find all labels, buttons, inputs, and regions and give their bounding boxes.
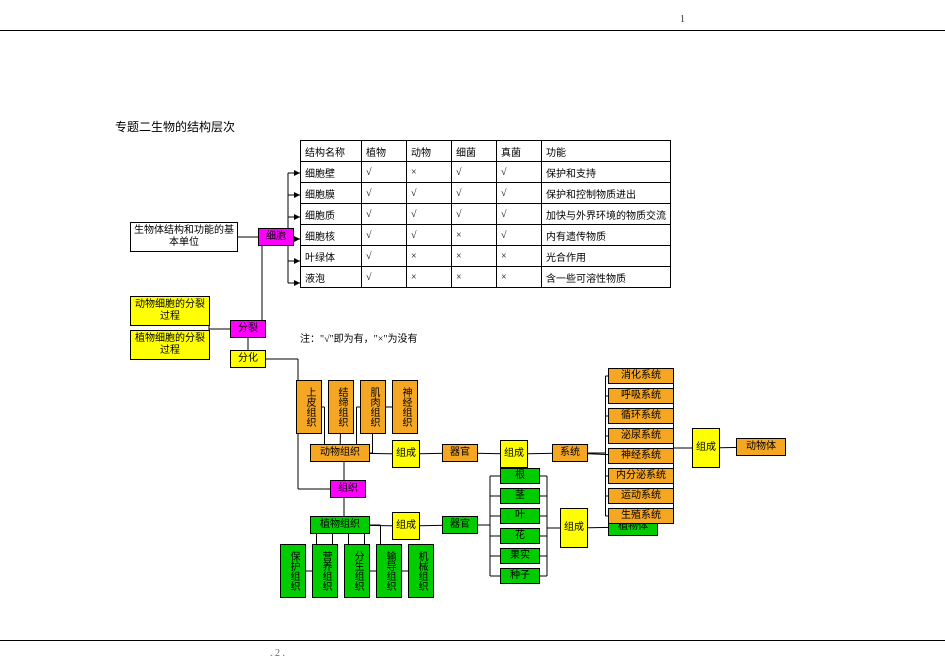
table-note: 注："√"即为有，"×"为没有 (300, 330, 417, 345)
node-at_epi: 上皮组织 (296, 380, 322, 434)
node-seed: 种子 (500, 568, 540, 584)
table-cell: √ (407, 204, 452, 225)
node-stem: 茎 (500, 488, 540, 504)
node-pt_meri: 分生组织 (344, 544, 370, 598)
node-sys_loco: 运动系统 (608, 488, 674, 504)
node-sys_endo: 内分泌系统 (608, 468, 674, 484)
table-cell: √ (407, 183, 452, 204)
page-number: 1 (680, 14, 685, 25)
table-cell: √ (362, 246, 407, 267)
table-cell: √ (497, 162, 542, 183)
node-tissue: 组织 (330, 480, 366, 498)
table-cell: 细胞核 (301, 225, 362, 246)
table-header-cell: 植物 (362, 141, 407, 162)
node-pt_nutr: 营养组织 (312, 544, 338, 598)
node-leaf: 叶 (500, 508, 540, 524)
table-cell: √ (452, 204, 497, 225)
rule-top (0, 30, 945, 31)
table-cell: × (497, 246, 542, 267)
table-cell: 保护和控制物质进出 (542, 183, 671, 204)
node-comp_anim: 组成 (692, 428, 720, 468)
table-cell: × (497, 267, 542, 288)
table-cell: 内有遗传物质 (542, 225, 671, 246)
node-animal_body: 动物体 (736, 438, 786, 456)
table-cell: √ (362, 267, 407, 288)
node-pt_mech: 机械组织 (408, 544, 434, 598)
table-header-cell: 细菌 (452, 141, 497, 162)
table-header-cell: 动物 (407, 141, 452, 162)
table-cell: 光合作用 (542, 246, 671, 267)
table-cell: × (452, 267, 497, 288)
node-plant_proc: 植物细胞的分裂过程 (130, 330, 210, 360)
table-cell: 细胞膜 (301, 183, 362, 204)
table-cell: 含一些可溶性物质 (542, 267, 671, 288)
node-sys_repr: 生殖系统 (608, 508, 674, 524)
node-at_musc: 肌肉组织 (360, 380, 386, 434)
node-comp1a: 组成 (392, 440, 420, 468)
table-header-cell: 结构名称 (301, 141, 362, 162)
table-cell: × (452, 225, 497, 246)
node-system: 系统 (552, 444, 588, 462)
node-animal_proc: 动物细胞的分裂过程 (130, 296, 210, 326)
node-plant_tissue: 植物组织 (310, 516, 370, 534)
node-organ_a: 器官 (442, 444, 478, 462)
node-sys_resp: 呼吸系统 (608, 388, 674, 404)
table-cell: 液泡 (301, 267, 362, 288)
node-flower: 花 (500, 528, 540, 544)
page-title: 专题二生物的结构层次 (115, 118, 235, 135)
table-cell: √ (362, 204, 407, 225)
node-fruit: 果实 (500, 548, 540, 564)
table-cell: √ (497, 183, 542, 204)
table-header-cell: 功能 (542, 141, 671, 162)
node-base_unit: 生物体结构和功能的基本单位 (130, 222, 238, 252)
node-sys_urin: 泌尿系统 (608, 428, 674, 444)
node-comp2a: 组成 (500, 440, 528, 468)
node-comp_plant: 组成 (560, 508, 588, 548)
table-cell: × (407, 246, 452, 267)
table-cell: √ (497, 225, 542, 246)
structure-table: 结构名称植物动物细菌真菌功能细胞壁√×√√保护和支持细胞膜√√√√保护和控制物质… (300, 140, 671, 288)
node-sys_dig: 消化系统 (608, 368, 674, 384)
table-cell: 细胞壁 (301, 162, 362, 183)
node-comp1p: 组成 (392, 512, 420, 540)
table-cell: 细胞质 (301, 204, 362, 225)
rule-bottom (0, 640, 945, 641)
node-at_conn: 结缔组织 (328, 380, 354, 434)
table-cell: × (407, 267, 452, 288)
table-cell: √ (497, 204, 542, 225)
table-cell: × (407, 162, 452, 183)
node-root: 根 (500, 468, 540, 484)
node-at_nerv: 神经组织 (392, 380, 418, 434)
table-cell: 加快与外界环境的物质交流 (542, 204, 671, 225)
node-organ_p: 器官 (442, 516, 478, 534)
node-pt_prot: 保护组织 (280, 544, 306, 598)
node-sys_circ: 循环系统 (608, 408, 674, 424)
table-cell: √ (362, 225, 407, 246)
table-cell: √ (407, 225, 452, 246)
table-cell: √ (452, 162, 497, 183)
table-cell: √ (362, 183, 407, 204)
node-sys_nerv: 神经系统 (608, 448, 674, 464)
page-footer: . 2 . (270, 648, 285, 659)
table-cell: √ (452, 183, 497, 204)
table-cell: √ (362, 162, 407, 183)
node-cell: 细胞 (258, 228, 294, 246)
node-animal_tissue: 动物组织 (310, 444, 370, 462)
table-cell: 叶绿体 (301, 246, 362, 267)
table-cell: 保护和支持 (542, 162, 671, 183)
table-cell: × (452, 246, 497, 267)
node-pt_cond: 输导组织 (376, 544, 402, 598)
node-divide: 分裂 (230, 320, 266, 338)
node-differ: 分化 (230, 350, 266, 368)
table-header-cell: 真菌 (497, 141, 542, 162)
